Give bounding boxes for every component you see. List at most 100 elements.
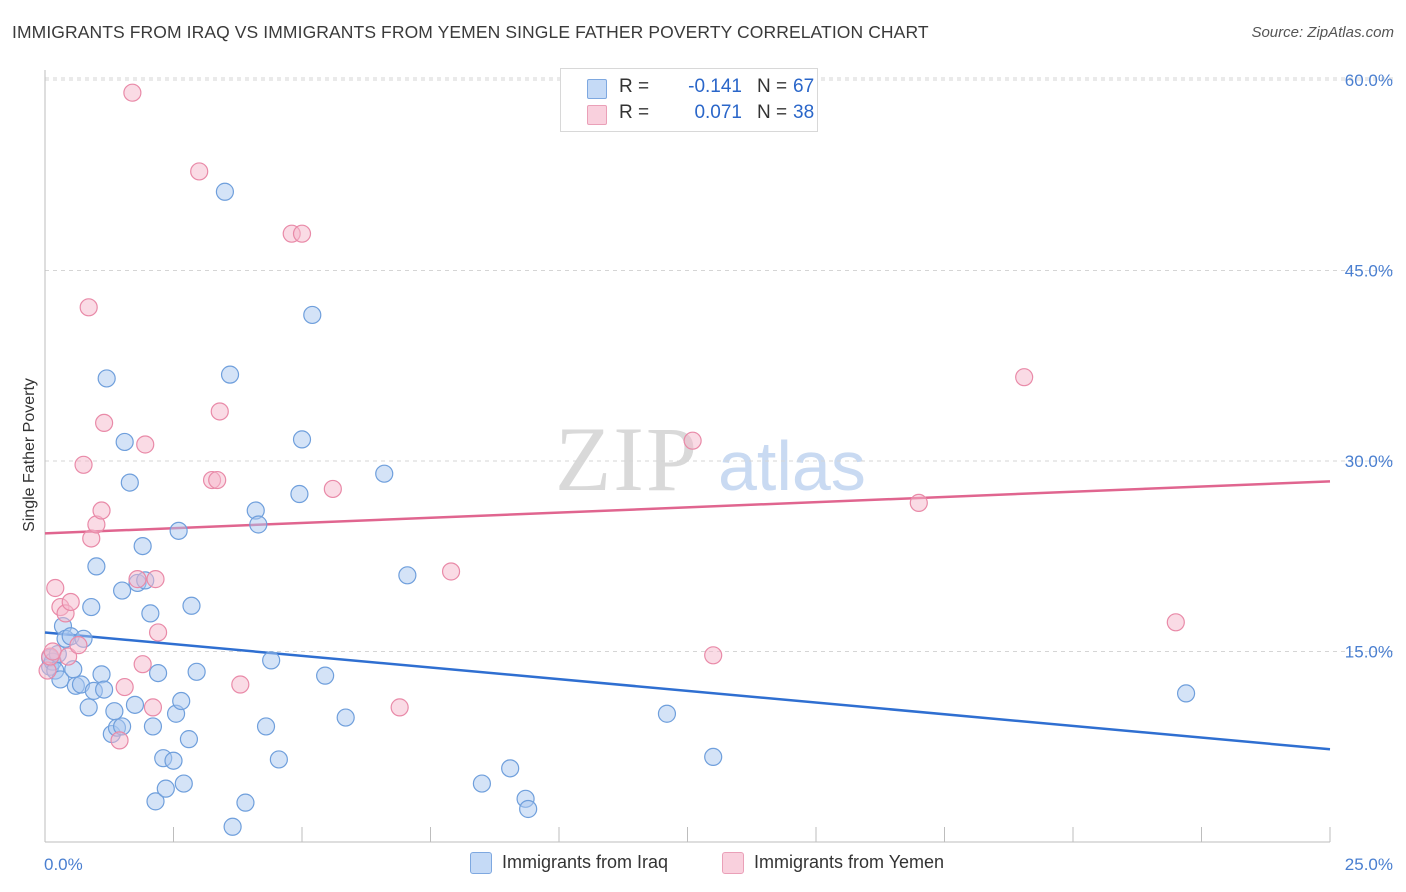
point-iraq [316, 666, 335, 685]
point-yemen [1015, 368, 1034, 387]
point-iraq [112, 581, 132, 600]
point-yemen [148, 623, 168, 642]
point-iraq [398, 566, 417, 585]
point-iraq [657, 704, 677, 723]
point-yemen [133, 655, 152, 674]
point-iraq [519, 799, 538, 819]
trendlines [44, 480, 1331, 751]
y-axis-label: Single Father Poverty [21, 378, 38, 532]
point-yemen [390, 698, 409, 717]
legend-n-value-iraq: 67 [793, 76, 815, 97]
tick-labels: 15.0% 30.0% 45.0% 60.0% 0.0% 25.0% [44, 71, 1393, 874]
legend-swatch-yemen [587, 105, 607, 125]
point-iraq [303, 305, 322, 325]
point-iraq [269, 750, 288, 769]
point-iraq [336, 708, 355, 727]
point-yemen [143, 698, 163, 717]
point-yemen [146, 570, 165, 589]
legend-swatch-yemen [722, 852, 744, 874]
point-iraq [187, 662, 206, 681]
point-iraq [290, 484, 309, 504]
point-yemen [61, 592, 80, 612]
point-iraq [182, 596, 201, 615]
point-yemen [95, 413, 114, 432]
point-yemen [292, 224, 312, 243]
point-iraq [146, 792, 165, 811]
point-yemen [1166, 613, 1185, 632]
point-iraq [172, 691, 191, 711]
point-yemen [128, 570, 147, 589]
x-tick-label: 0.0% [44, 855, 83, 874]
point-iraq [115, 432, 134, 452]
chart-title: IMMIGRANTS FROM IRAQ VS IMMIGRANTS FROM … [12, 22, 929, 42]
point-yemen [92, 501, 111, 520]
point-yemen [704, 646, 723, 665]
point-yemen [909, 493, 928, 513]
watermark: ZIP atlas [555, 408, 866, 510]
point-yemen [323, 479, 342, 499]
point-iraq [179, 730, 199, 749]
point-yemen [231, 675, 250, 694]
y-tick-label: 60.0% [1345, 71, 1393, 90]
point-iraq [82, 597, 101, 617]
y-tick-label: 15.0% [1345, 643, 1393, 662]
point-iraq [164, 751, 183, 770]
legend-swatch-iraq [470, 852, 492, 874]
legend-r-value-yemen: 0.071 [694, 102, 742, 123]
point-iraq [125, 695, 145, 714]
trendline-iraq [44, 631, 1331, 751]
points [38, 83, 1196, 836]
legend-n-label: N = [757, 102, 788, 123]
point-yemen [74, 455, 93, 474]
legend-swatch-iraq [587, 79, 607, 99]
point-yemen [136, 435, 155, 454]
point-iraq [87, 557, 106, 576]
point-iraq [120, 473, 139, 492]
axes [44, 70, 1331, 843]
x-tick-label: 25.0% [1345, 855, 1393, 874]
point-iraq [95, 680, 114, 699]
point-iraq [256, 717, 276, 736]
point-yemen [43, 642, 62, 661]
point-iraq [704, 747, 723, 767]
y-tick-label: 45.0% [1345, 262, 1393, 281]
point-yemen [190, 162, 209, 181]
point-iraq [1176, 684, 1196, 703]
point-iraq [92, 665, 111, 684]
point-yemen [210, 402, 229, 421]
point-iraq [156, 779, 175, 798]
point-iraq [141, 604, 160, 623]
point-yemen [69, 636, 88, 655]
y-tick-label: 30.0% [1345, 452, 1393, 471]
point-iraq [215, 182, 234, 201]
point-iraq [133, 536, 152, 556]
point-iraq [169, 521, 188, 540]
point-iraq [375, 464, 394, 483]
point-iraq [501, 759, 520, 778]
point-iraq [143, 717, 163, 736]
point-iraq [472, 774, 491, 793]
point-yemen [208, 470, 227, 490]
point-iraq [148, 663, 168, 683]
point-yemen [79, 298, 98, 317]
point-iraq [174, 774, 193, 793]
point-iraq [236, 793, 255, 812]
watermark-zip: ZIP [555, 408, 699, 510]
point-iraq [249, 515, 268, 534]
legend-r-label: R = [619, 102, 650, 123]
point-iraq [223, 817, 242, 836]
point-iraq [220, 365, 240, 384]
legend-n-label: N = [757, 76, 788, 97]
stats-legend: R = -0.141 N = 67 R = 0.071 N = 38 [560, 68, 818, 132]
legend-r-value-iraq: -0.141 [688, 76, 742, 97]
source-credit: Source: ZipAtlas.com [1251, 24, 1394, 41]
point-iraq [262, 651, 281, 670]
legend-label-iraq: Immigrants from Iraq [502, 852, 669, 872]
point-yemen [46, 578, 65, 598]
point-iraq [97, 369, 116, 388]
gridlines [45, 77, 1395, 652]
legend-n-value-yemen: 38 [793, 102, 815, 123]
point-iraq [105, 702, 124, 721]
point-yemen [683, 431, 702, 450]
